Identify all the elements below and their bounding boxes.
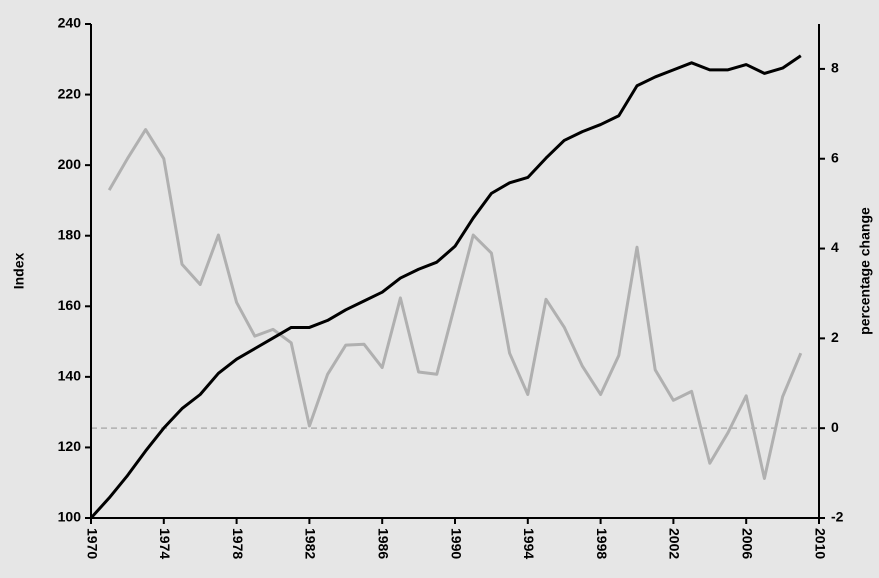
x-tick-label: 1974 <box>157 528 173 559</box>
y-tick-label: 220 <box>58 85 82 101</box>
x-tick-label: 1982 <box>303 528 319 559</box>
y2-tick-label: 4 <box>831 239 839 255</box>
x-tick-label: 1994 <box>521 528 537 559</box>
y2-axis-label: percentage change <box>857 207 873 335</box>
y2-tick-label: 8 <box>831 60 839 76</box>
y-tick-label: 180 <box>58 226 82 242</box>
y-tick-label: 120 <box>58 438 82 454</box>
series-line <box>107 128 803 480</box>
series-line <box>89 54 802 520</box>
x-tick-label: 2006 <box>739 528 755 559</box>
y-tick-label: 240 <box>58 15 82 31</box>
y-tick-label: 100 <box>58 509 82 525</box>
x-tick-label: 2002 <box>667 528 683 559</box>
x-tick-label: 1970 <box>84 528 100 559</box>
x-tick-label: 1998 <box>594 528 610 559</box>
y-tick-label: 160 <box>58 297 82 313</box>
x-tick-label: 1990 <box>448 528 464 559</box>
y-axis-label: Index <box>11 253 27 290</box>
y2-tick-label: 0 <box>831 419 839 435</box>
x-tick-label: 1978 <box>230 528 246 559</box>
x-tick-label: 2010 <box>812 528 828 559</box>
y-tick-label: 140 <box>58 368 82 384</box>
x-tick-label: 1986 <box>375 528 391 559</box>
y2-tick-label: -2 <box>831 509 844 525</box>
y2-tick-label: 6 <box>831 149 839 165</box>
y2-tick-label: 2 <box>831 329 839 345</box>
y-tick-label: 200 <box>58 156 82 172</box>
